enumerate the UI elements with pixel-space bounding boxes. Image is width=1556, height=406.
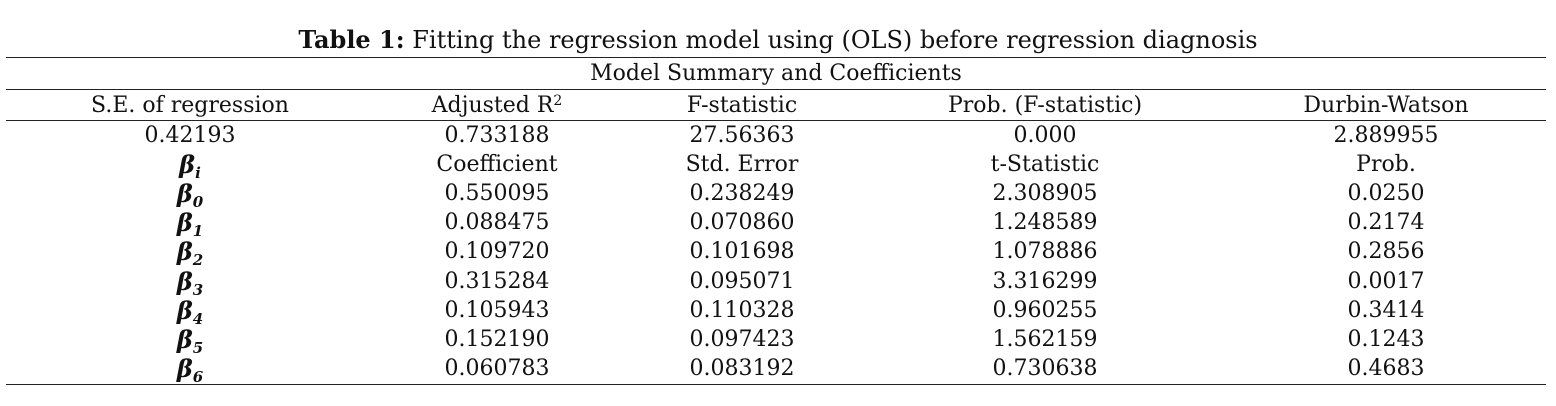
- table-row: β0 0.550095 0.238249 2.308905 0.0250: [6, 179, 1546, 210]
- header-rule: [6, 120, 1546, 121]
- beta-subscript: 3: [192, 280, 204, 299]
- coef-header-symbol: βi: [6, 150, 374, 181]
- table-row: β1 0.088475 0.070860 1.248589 0.2174: [6, 208, 1546, 239]
- coefficient-symbol: β4: [6, 296, 374, 327]
- t-statistic-value: 2.308905: [992, 181, 1098, 206]
- t-statistic-value: 0.960255: [992, 297, 1098, 323]
- prob-value: 0.1243: [1347, 327, 1425, 352]
- beta-subscript: 5: [192, 339, 204, 357]
- coefficient-value: 0.088475: [444, 210, 550, 236]
- coef-header-t-statistic: t-Statistic: [990, 152, 1100, 177]
- value-adjusted-r2: 0.733188: [444, 123, 550, 148]
- header-prob-f-statistic: Prob. (F-statistic): [947, 93, 1143, 118]
- coefficient-value: 0.315284: [444, 268, 550, 294]
- value-se-regression: 0.42193: [144, 123, 236, 148]
- prob-value: 0.2856: [1347, 239, 1425, 265]
- std-error-value: 0.070860: [689, 210, 795, 236]
- table-row: β5 0.152190 0.097423 1.562159 0.1243: [6, 325, 1546, 356]
- beta-symbol: β: [176, 266, 193, 296]
- prob-value: 0.0017: [1347, 268, 1425, 294]
- beta-symbol: β: [176, 354, 193, 384]
- table-row: β6 0.060783 0.083192 0.730638 0.4683: [6, 354, 1546, 385]
- table-row: β4 0.105943 0.110328 0.960255 0.3414: [6, 296, 1546, 327]
- section-title: Model Summary and Coefficients: [590, 61, 962, 86]
- coefficient-value: 0.152190: [444, 327, 550, 352]
- beta-subscript: 6: [192, 368, 204, 387]
- bottom-rule: [6, 384, 1546, 385]
- table-row: β3 0.315284 0.095071 3.316299 0.0017: [6, 267, 1546, 298]
- header-f-statistic: F-statistic: [686, 93, 798, 118]
- prob-value: 0.2174: [1347, 210, 1425, 236]
- coef-header-prob: Prob.: [1356, 152, 1416, 177]
- section-rule: [6, 89, 1546, 90]
- coefficient-symbol: β3: [6, 267, 374, 298]
- coef-header-row: βi Coefficient Std. Error t-Statistic Pr…: [6, 150, 1546, 181]
- coefficient-symbol: β2: [6, 237, 374, 268]
- std-error-value: 0.238249: [689, 181, 795, 206]
- coefficient-symbol: β6: [6, 354, 374, 385]
- coefficient-value: 0.105943: [444, 297, 550, 323]
- beta-symbol: β: [176, 208, 193, 238]
- beta-symbol: β: [176, 237, 193, 267]
- coefficient-symbol: β0: [6, 179, 374, 210]
- beta-subscript: 2: [192, 251, 204, 270]
- prob-value: 0.4683: [1347, 356, 1425, 382]
- coefficient-value: 0.060783: [444, 356, 550, 382]
- prob-value: 0.3414: [1347, 297, 1425, 323]
- caption-label: Table 1:: [298, 25, 405, 54]
- beta-symbol: β: [176, 325, 193, 354]
- beta-symbol: β: [179, 150, 196, 179]
- beta-subscript: 4: [192, 309, 204, 328]
- header-durbin-watson: Durbin-Watson: [1303, 93, 1469, 118]
- std-error-value: 0.110328: [689, 297, 795, 323]
- summary-header-row: S.E. of regression Adjusted R2 F-statist…: [6, 91, 1546, 120]
- coefficient-symbol: β1: [6, 208, 374, 239]
- header-adjusted-r2: Adjusted R2: [374, 91, 620, 120]
- beta-symbol: β: [176, 295, 193, 325]
- std-error-value: 0.097423: [689, 327, 795, 352]
- table-caption: Table 1: Fitting the regression model us…: [0, 24, 1556, 56]
- beta-subscript: 1: [192, 222, 204, 241]
- prob-value: 0.0250: [1347, 181, 1425, 206]
- top-rule: [6, 57, 1546, 58]
- coef-header-std-error: Std. Error: [685, 152, 799, 177]
- value-prob-f-statistic: 0.000: [1013, 123, 1077, 148]
- std-error-value: 0.095071: [689, 268, 795, 294]
- t-statistic-value: 3.316299: [992, 268, 1098, 294]
- t-statistic-value: 1.078886: [992, 239, 1098, 265]
- beta-symbol: β: [176, 179, 193, 208]
- coefficient-value: 0.550095: [444, 181, 550, 206]
- coef-header-coefficient: Coefficient: [436, 152, 558, 177]
- t-statistic-value: 1.248589: [992, 210, 1098, 236]
- beta-subscript: 0: [192, 193, 204, 211]
- t-statistic-value: 0.730638: [992, 356, 1098, 382]
- summary-values-row: 0.42193 0.733188 27.56363 0.000 2.889955: [6, 121, 1546, 150]
- value-f-statistic: 27.56363: [689, 123, 795, 148]
- header-adjusted-r-text: Adjusted R: [431, 93, 554, 118]
- header-adjusted-r-sup: 2: [553, 93, 563, 109]
- beta-subscript: i: [195, 164, 201, 182]
- table-row: β2 0.109720 0.101698 1.078886 0.2856: [6, 237, 1546, 268]
- caption-text: Fitting the regression model using (OLS)…: [412, 26, 1258, 54]
- std-error-value: 0.101698: [689, 239, 795, 265]
- header-se-regression: S.E. of regression: [91, 93, 289, 118]
- coefficient-symbol: β5: [6, 325, 374, 356]
- t-statistic-value: 1.562159: [992, 327, 1098, 352]
- coefficient-value: 0.109720: [444, 239, 550, 265]
- value-durbin-watson: 2.889955: [1333, 123, 1439, 148]
- std-error-value: 0.083192: [689, 356, 795, 382]
